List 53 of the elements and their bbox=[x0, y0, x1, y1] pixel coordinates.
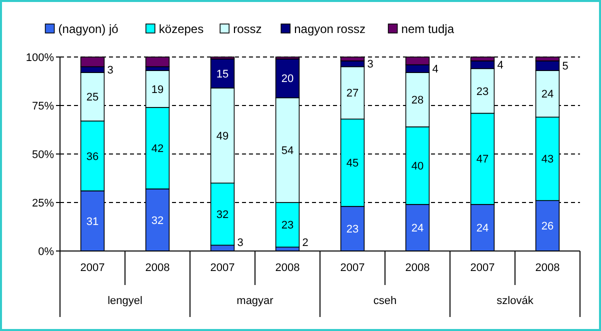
data-label: 23 bbox=[476, 86, 489, 98]
legend-label: (nagyon) jó bbox=[58, 22, 119, 36]
y-tick-label: 0% bbox=[38, 246, 54, 258]
text: magyar bbox=[236, 295, 274, 307]
data-label: 3 bbox=[107, 64, 114, 76]
y-tick-label: 50% bbox=[32, 148, 54, 161]
x-tick-label: 2008 bbox=[405, 262, 430, 274]
x-tick-label: 2007 bbox=[340, 262, 365, 274]
data-label: 54 bbox=[281, 144, 294, 157]
data-label: 26 bbox=[541, 220, 554, 233]
legend-label: nagyon rossz bbox=[294, 22, 366, 36]
y-tick-label: 25% bbox=[32, 197, 54, 210]
x-tick-label: 2008 bbox=[275, 262, 300, 274]
text: lengyel bbox=[108, 295, 142, 307]
data-label: 24 bbox=[541, 88, 554, 101]
data-label: 5 bbox=[562, 60, 568, 73]
data-label: 20 bbox=[281, 73, 294, 86]
data-label: 15 bbox=[216, 68, 229, 80]
y-tick-label: 100% bbox=[26, 52, 54, 64]
data-label: 32 bbox=[151, 214, 164, 227]
data-label: 3 bbox=[237, 236, 244, 249]
data-label: 2 bbox=[302, 236, 308, 249]
data-label: 24 bbox=[476, 222, 489, 235]
x-tick-label: 2008 bbox=[145, 262, 170, 274]
data-label: 25 bbox=[86, 92, 99, 104]
x-tick-label: 2008 bbox=[535, 262, 560, 274]
data-label: 45 bbox=[346, 158, 359, 170]
legend-label: közepes bbox=[158, 22, 204, 36]
data-label: 40 bbox=[411, 160, 424, 172]
data-label: 42 bbox=[151, 143, 164, 156]
data-label: 24 bbox=[411, 222, 424, 235]
data-label: 23 bbox=[281, 220, 294, 232]
data-label: 28 bbox=[411, 94, 424, 107]
data-label: 49 bbox=[216, 130, 229, 142]
text: cseh bbox=[373, 295, 397, 307]
data-label: 32 bbox=[216, 208, 229, 221]
y-tick-label: 75% bbox=[32, 100, 54, 112]
text: szlovák bbox=[496, 295, 534, 307]
x-tick-label: 2007 bbox=[80, 262, 105, 274]
data-label: 27 bbox=[346, 88, 359, 100]
x-tick-label: 2007 bbox=[470, 262, 495, 274]
data-label: 3 bbox=[367, 58, 374, 71]
data-label: 36 bbox=[86, 150, 99, 163]
data-label: 31 bbox=[86, 216, 99, 228]
legend-label: rossz bbox=[233, 22, 262, 36]
data-label: 19 bbox=[151, 84, 164, 96]
data-label: 4 bbox=[432, 63, 438, 76]
data-label: 47 bbox=[476, 154, 489, 166]
data-label: 4 bbox=[497, 60, 504, 72]
data-label: 23 bbox=[346, 224, 359, 236]
legend-label: nem tudja bbox=[401, 22, 454, 36]
x-tick-label: 2007 bbox=[210, 262, 235, 274]
data-label: 43 bbox=[541, 154, 554, 166]
